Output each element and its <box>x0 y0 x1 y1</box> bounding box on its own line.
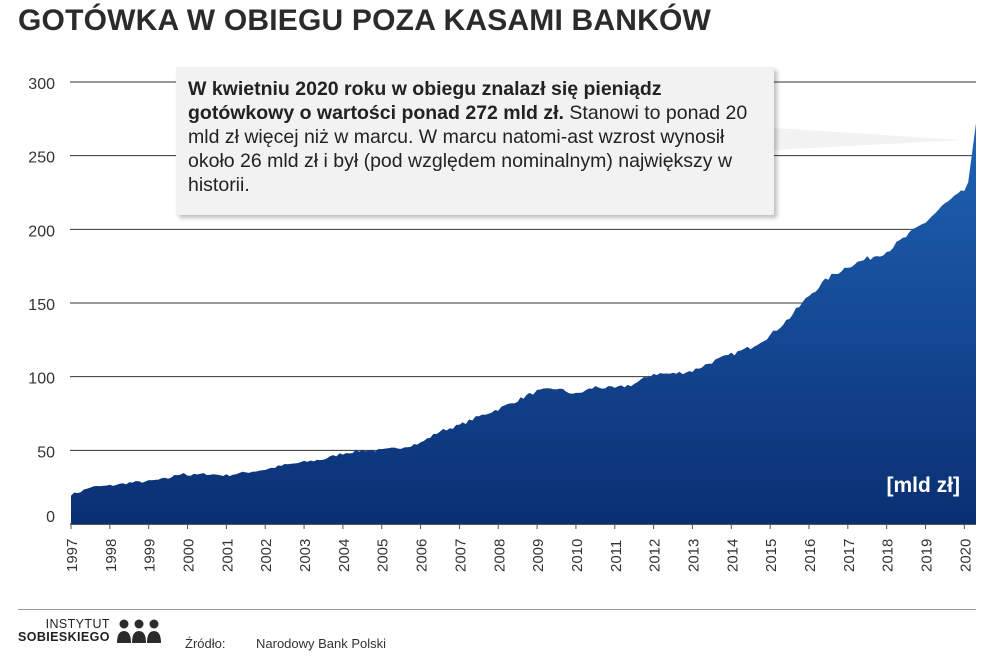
institute-logo: INSTYTUT SOBIESKIEGO <box>18 617 161 644</box>
unit-label: [mld zł] <box>886 474 961 497</box>
people-group-icon <box>117 619 161 643</box>
x-tick-label: 2011 <box>608 540 625 572</box>
x-tick-label: 1997 <box>64 539 81 572</box>
x-tick-label: 2001 <box>219 539 236 572</box>
x-tick-label: 1999 <box>142 539 159 572</box>
x-tick-label: 2010 <box>569 539 586 572</box>
x-tick-label: 2006 <box>414 539 431 572</box>
source-value: Narodowy Bank Polski <box>256 636 387 651</box>
y-tick-label: 100 <box>28 371 55 388</box>
x-tick-label: 2020 <box>957 539 974 572</box>
x-tick-label: 2008 <box>491 539 508 572</box>
x-tick-label: 2009 <box>530 539 547 572</box>
y-tick-label: 300 <box>28 76 55 93</box>
x-tick-label: 2014 <box>724 539 741 572</box>
y-tick-label: 0 <box>46 509 55 526</box>
y-tick-label: 150 <box>28 297 55 314</box>
x-tick-label: 2019 <box>919 539 936 572</box>
y-tick-label: 50 <box>37 444 55 461</box>
logo-line1: INSTYTUT <box>45 617 110 631</box>
chart-title: GOTÓWKA W OBIEGU POZA KASAMI BANKÓW <box>18 4 712 37</box>
y-tick-label: 250 <box>28 150 55 167</box>
x-tick-label: 2003 <box>297 539 314 572</box>
annotation-callout: W kwietniu 2020 roku w obiegu znalazł si… <box>176 67 774 215</box>
x-tick-label: 2013 <box>685 539 702 572</box>
footer-divider <box>18 609 976 610</box>
logo-line2: SOBIESKIEGO <box>18 630 110 644</box>
callout-bold-text: W kwietniu 2020 roku w obiegu znalazł si… <box>188 78 662 124</box>
x-tick-label: 2002 <box>258 539 275 572</box>
x-tick-label: 2012 <box>647 539 664 572</box>
x-tick-label: 2015 <box>763 539 780 572</box>
x-tick-label: 2016 <box>802 539 819 572</box>
callout-pointer <box>774 128 962 150</box>
cash-circulation-area <box>71 123 976 525</box>
callout-text: Stanowi to ponad 20 mld zł więcej niż w … <box>188 102 748 196</box>
y-tick-label: 200 <box>28 223 55 240</box>
x-tick-label: 2004 <box>336 539 353 572</box>
x-tick-label: 2005 <box>375 539 392 572</box>
x-tick-label: 1998 <box>103 539 120 572</box>
x-tick-label: 2018 <box>880 539 897 572</box>
x-tick-label: 2000 <box>181 539 198 572</box>
x-tick-label: 2007 <box>452 539 469 572</box>
source-label: Źródło: <box>185 636 226 651</box>
x-tick-label: 2017 <box>841 539 858 572</box>
